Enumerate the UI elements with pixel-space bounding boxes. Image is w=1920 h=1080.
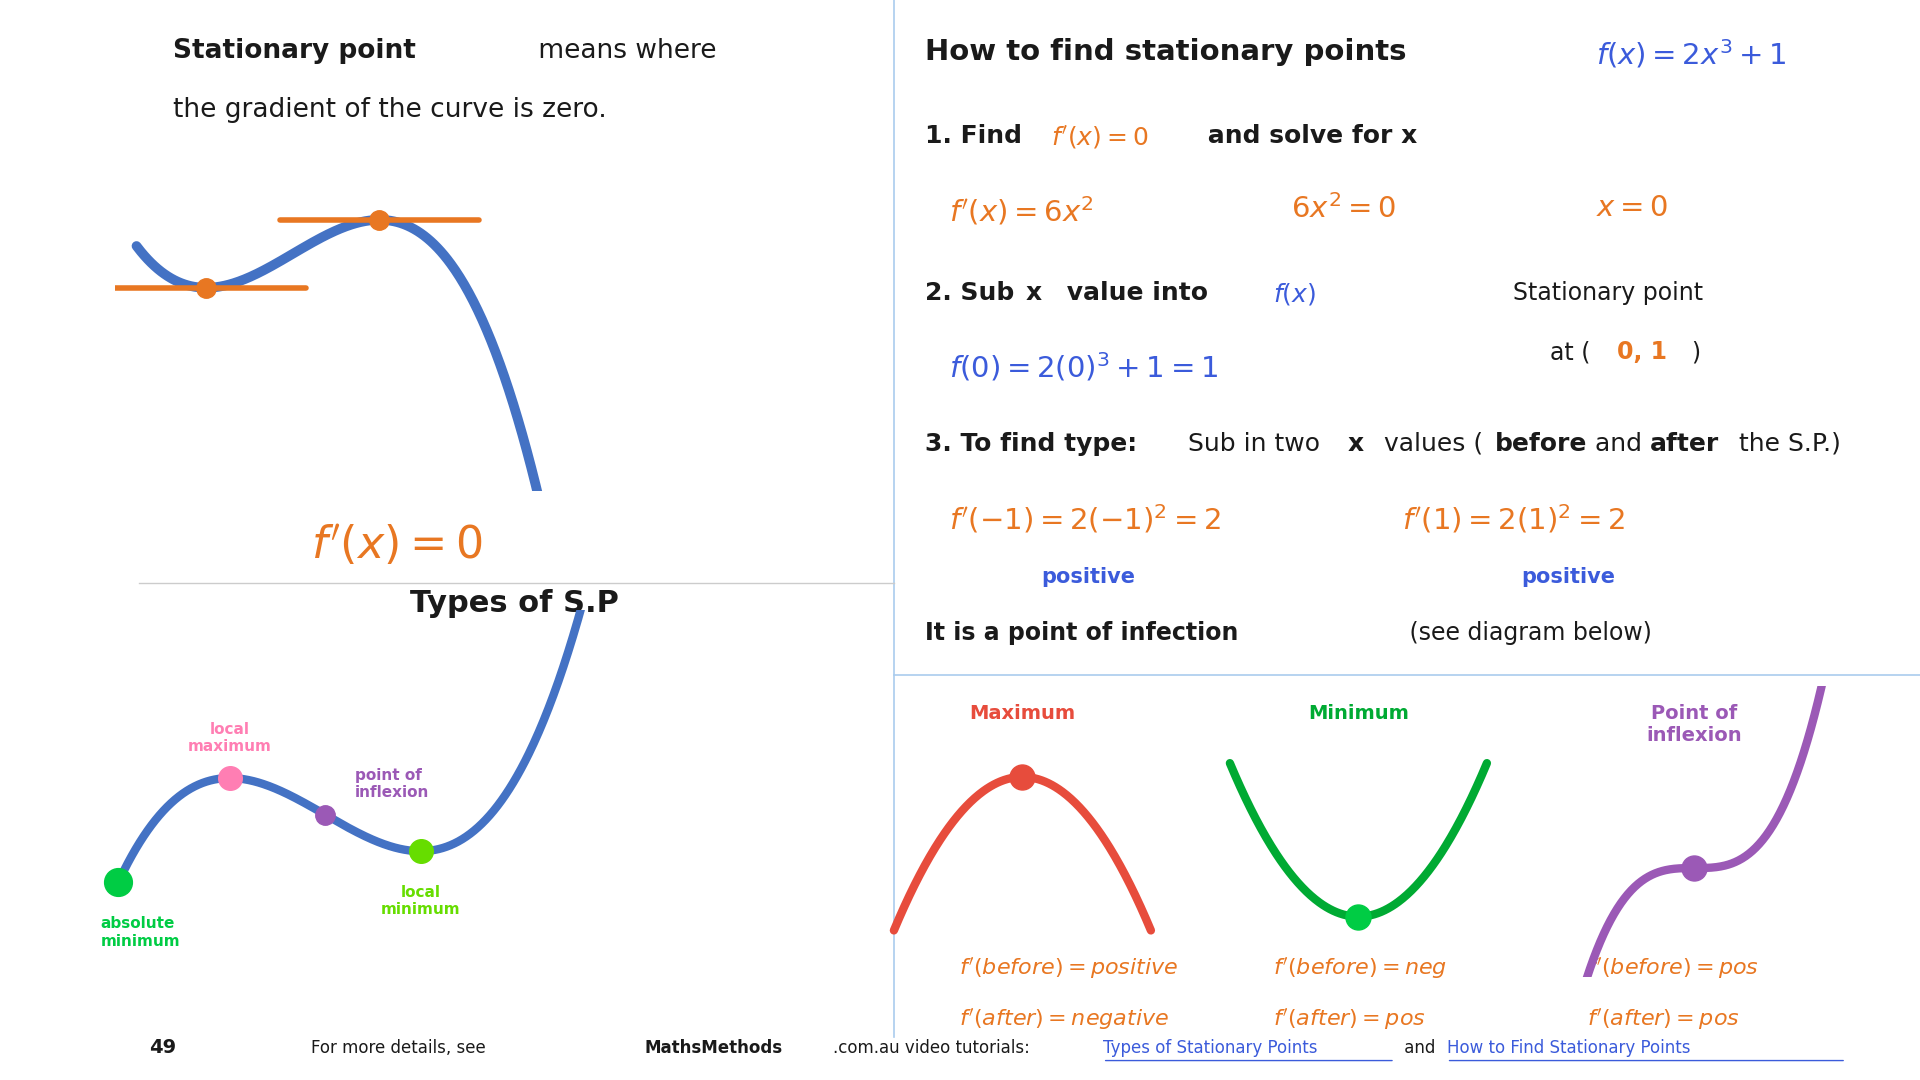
Text: values (: values ( <box>1377 432 1484 456</box>
Text: and: and <box>1588 432 1649 456</box>
Text: How to find stationary points: How to find stationary points <box>925 38 1407 66</box>
Text: .com.au video tutorials:: .com.au video tutorials: <box>833 1039 1035 1056</box>
Text: and solve for x: and solve for x <box>1198 124 1417 148</box>
Text: 3. To find type:: 3. To find type: <box>925 432 1137 456</box>
Text: at (: at ( <box>1549 340 1590 364</box>
Text: Minimum: Minimum <box>1308 704 1409 723</box>
Text: Point of
inflexion: Point of inflexion <box>1647 704 1741 745</box>
Text: $f(x) = 2x^3 + 1$: $f(x) = 2x^3 + 1$ <box>1596 38 1788 70</box>
Text: How to Find Stationary Points: How to Find Stationary Points <box>1446 1039 1690 1056</box>
Text: point of
inflexion: point of inflexion <box>355 768 428 800</box>
Text: 0, 1: 0, 1 <box>1617 340 1667 364</box>
Text: $f'(-1) = 2(-1)^2= 2$: $f'(-1) = 2(-1)^2= 2$ <box>948 502 1221 535</box>
Text: $f'(after) = pos$: $f'(after) = pos$ <box>1273 1007 1427 1032</box>
Text: 2. Sub: 2. Sub <box>925 281 1023 305</box>
Text: $f'(x) = 0$: $f'(x) = 0$ <box>1050 124 1148 151</box>
Text: Maximum: Maximum <box>970 704 1075 723</box>
Text: Types of S.P: Types of S.P <box>411 589 620 618</box>
Text: value into: value into <box>1058 281 1217 305</box>
Text: $f'(1) = 2(1)^2= 2$: $f'(1) = 2(1)^2= 2$ <box>1402 502 1626 535</box>
Text: $6x^2 = 0$: $6x^2 = 0$ <box>1292 194 1396 225</box>
Text: Stationary Points: Stationary Points <box>25 437 46 643</box>
Text: local
maximum: local maximum <box>188 721 273 754</box>
Text: 49: 49 <box>148 1038 177 1057</box>
Text: $f'(after) = pos$: $f'(after) = pos$ <box>1588 1007 1740 1032</box>
Text: absolute
minimum: absolute minimum <box>100 916 180 948</box>
Text: the gradient of the curve is zero.: the gradient of the curve is zero. <box>173 97 607 123</box>
Text: means where: means where <box>530 38 716 64</box>
Text: after: after <box>1649 432 1718 456</box>
Text: before: before <box>1496 432 1588 456</box>
Text: $f'(after) = negative$: $f'(after) = negative$ <box>958 1007 1169 1032</box>
Text: $\mathbf{x}$: $\mathbf{x}$ <box>1025 281 1043 305</box>
Text: $\mathbf{x}$: $\mathbf{x}$ <box>1346 432 1365 456</box>
Text: (see diagram below): (see diagram below) <box>1402 621 1653 645</box>
Text: and: and <box>1398 1039 1440 1056</box>
Text: 1. Find: 1. Find <box>925 124 1031 148</box>
Text: $f'(before) = positive$: $f'(before) = positive$ <box>958 956 1177 982</box>
Text: $x = 0$: $x = 0$ <box>1596 194 1668 222</box>
Text: For more details, see: For more details, see <box>311 1039 492 1056</box>
Text: Stationary point: Stationary point <box>1513 281 1703 305</box>
Text: $f'(x) = 0$: $f'(x) = 0$ <box>311 524 484 568</box>
Text: local
minimum: local minimum <box>380 885 461 917</box>
Text: Types of Stationary Points: Types of Stationary Points <box>1102 1039 1317 1056</box>
Text: Stationary point: Stationary point <box>173 38 415 64</box>
Text: positive: positive <box>1041 567 1135 588</box>
Text: $f'(before) = neg$: $f'(before) = neg$ <box>1273 956 1448 982</box>
Text: the S.P.): the S.P.) <box>1732 432 1841 456</box>
Text: MathsMethods: MathsMethods <box>645 1039 781 1056</box>
Text: positive: positive <box>1523 567 1617 588</box>
Text: Sub in two: Sub in two <box>1181 432 1329 456</box>
Text: $f(0) = 2(0)^3+1 = 1$: $f(0) = 2(0)^3+1 = 1$ <box>948 351 1219 383</box>
Text: $f'(before) = pos$: $f'(before) = pos$ <box>1588 956 1759 982</box>
Text: It is a point of infection: It is a point of infection <box>925 621 1238 645</box>
Text: ): ) <box>1692 340 1699 364</box>
Text: $f(x)$: $f(x)$ <box>1273 281 1315 307</box>
Text: $f'(x) = 6x^2$: $f'(x) = 6x^2$ <box>948 194 1094 227</box>
